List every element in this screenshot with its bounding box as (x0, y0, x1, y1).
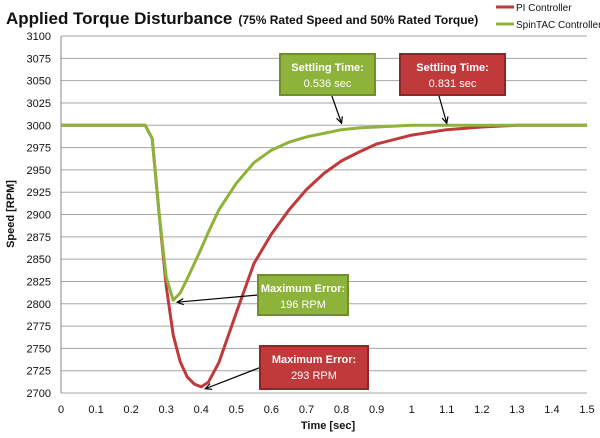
chart-title: Applied Torque Disturbance (75% Rated Spe… (6, 9, 478, 28)
annotation-title: Maximum Error: (261, 283, 345, 295)
y-tick-label: 2975 (27, 143, 51, 155)
annotation-red-max-error: Maximum Error: 293 RPM (203, 345, 369, 390)
y-tick-label: 3050 (27, 76, 51, 88)
x-tick-label: 0.6 (264, 404, 279, 416)
x-tick-label: 1.3 (509, 404, 524, 416)
series-line-pi (61, 123, 587, 389)
y-tick-label: 2725 (27, 366, 51, 378)
legend-label: SpinTAC Controller (516, 20, 600, 31)
x-tick-label: 1 (409, 404, 415, 416)
annotation-red-settling: Settling Time: 0.831 sec (399, 53, 506, 125)
arrowhead-icon (441, 116, 449, 125)
arrowhead-icon (203, 383, 213, 390)
annotation-box (279, 53, 376, 96)
x-tick-label: 0.3 (159, 404, 174, 416)
annotation-value: 0.831 sec (429, 78, 477, 90)
y-tick-label: 2800 (27, 299, 51, 311)
y-tick-label: 3075 (27, 53, 51, 65)
annotation-box (399, 53, 506, 96)
x-tick-label: 0.9 (369, 404, 384, 416)
arrowhead-icon (336, 116, 343, 125)
x-tick-label: 0.8 (334, 404, 349, 416)
annotation-title: Maximum Error: (272, 354, 356, 366)
x-tick-label: 0 (58, 404, 64, 416)
y-tick-label: 2825 (27, 276, 51, 288)
y-tick-label: 2900 (27, 210, 51, 222)
x-tick-label: 1.1 (439, 404, 454, 416)
annotation-title: Settling Time: (291, 62, 364, 74)
y-tick-label: 2700 (27, 388, 51, 400)
y-axis-label: Speed [RPM] (5, 180, 17, 248)
annotation-arrow (330, 94, 343, 124)
x-tick-label: 0.4 (194, 404, 209, 416)
x-tick-label: 1.5 (579, 404, 594, 416)
x-tick-label: 0.1 (88, 404, 103, 416)
x-tick-label: 0.5 (229, 404, 244, 416)
annotation-green-max-error: Maximum Error: 196 RPM (175, 274, 349, 316)
annotation-arrow (438, 94, 448, 124)
x-tick-label: 1.4 (544, 404, 559, 416)
annotation-value: 196 RPM (280, 299, 326, 311)
y-tick-label: 2950 (27, 165, 51, 177)
arrowhead-icon (175, 298, 184, 306)
annotation-green-settling: Settling Time: 0.536 sec (279, 53, 376, 125)
y-tick-label: 2925 (27, 187, 51, 199)
y-tick-label: 2875 (27, 232, 51, 244)
series-line-spintac (61, 123, 587, 302)
x-axis-label: Time [sec] (301, 420, 356, 432)
y-tick-label: 2750 (27, 343, 51, 355)
annotation-box (257, 274, 349, 316)
x-tick-label: 1.2 (474, 404, 489, 416)
x-tick-label: 0.2 (123, 404, 138, 416)
annotation-value: 0.536 sec (304, 78, 352, 90)
y-tick-label: 3100 (27, 31, 51, 43)
y-tick-label: 2775 (27, 321, 51, 333)
y-tick-label: 3000 (27, 120, 51, 132)
annotation-arrow (205, 366, 261, 390)
annotation-box (259, 345, 369, 390)
annotation-arrow (177, 294, 259, 303)
legend-label: PI Controller (516, 3, 572, 14)
annotation-value: 293 RPM (291, 370, 337, 382)
y-tick-label: 2850 (27, 254, 51, 266)
y-tick-label: 3025 (27, 98, 51, 110)
x-tick-label: 0.7 (299, 404, 314, 416)
annotation-title: Settling Time: (416, 62, 489, 74)
